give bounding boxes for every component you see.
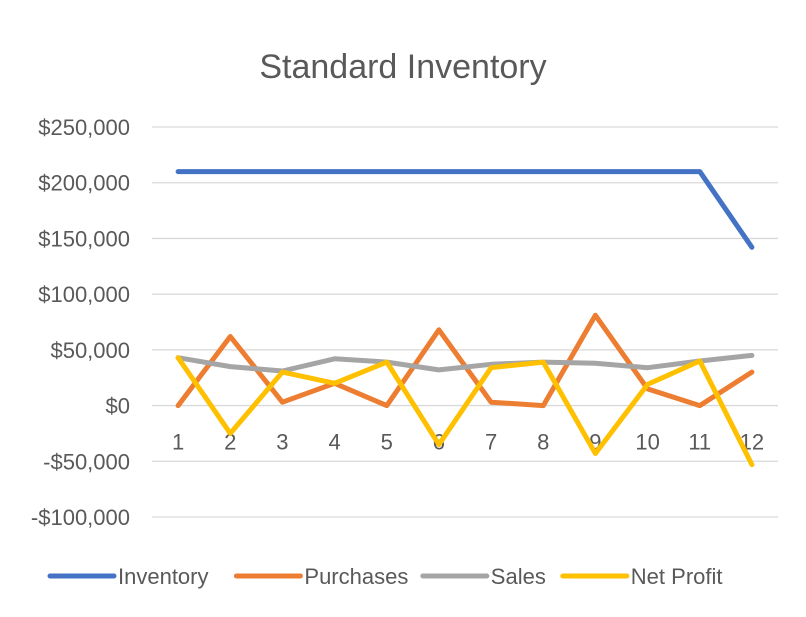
series-lines: [175, 169, 755, 468]
y-tick-label: $250,000: [38, 115, 130, 140]
y-axis-ticks: $250,000 $200,000 $150,000 $100,000 $50,000 $…: [31, 115, 130, 530]
x-tick-label: 4: [328, 430, 340, 455]
y-tick-label: $0: [106, 394, 130, 419]
legend-label-net-profit: Net Profit: [631, 564, 723, 589]
x-axis-ticks: 1 2 3 4 5 6 7 8 9 10 11 12: [172, 430, 764, 455]
series-line-sales: [175, 352, 755, 374]
chart-title: Standard Inventory: [259, 48, 546, 86]
x-tick-label: 2: [224, 430, 236, 455]
x-tick-label: 1: [172, 430, 184, 455]
series-line-net-profit: [175, 355, 755, 468]
x-tick-label: 8: [537, 430, 549, 455]
gridlines: [152, 126, 778, 518]
x-tick-label: 11: [688, 430, 711, 455]
y-tick-label: $100,000: [38, 282, 130, 307]
series-line-inventory: [175, 169, 755, 250]
x-tick-label: 3: [276, 430, 288, 455]
y-tick-label: -$100,000: [31, 505, 130, 530]
y-tick-label: $50,000: [50, 338, 130, 363]
legend-label-purchases: Purchases: [304, 564, 408, 589]
y-tick-label: $200,000: [38, 171, 130, 196]
x-tick-label: 5: [381, 430, 393, 455]
x-tick-label: 7: [485, 430, 497, 455]
y-tick-label: -$50,000: [43, 449, 130, 474]
legend-label-inventory: Inventory: [118, 564, 209, 589]
y-tick-label: $150,000: [38, 226, 130, 251]
x-tick-label: 10: [635, 430, 659, 455]
legend-label-sales: Sales: [491, 564, 546, 589]
legend: Inventory Purchases Sales Net Profit: [47, 564, 723, 589]
